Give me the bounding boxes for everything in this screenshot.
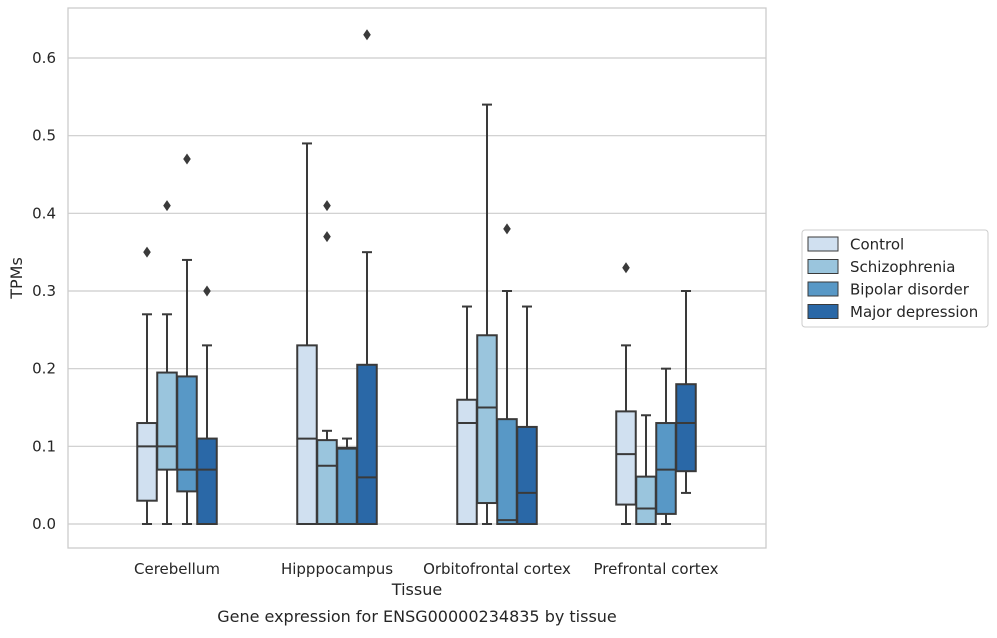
x-tick-label: Orbitofrontal cortex <box>423 560 571 578</box>
x-axis-title: Tissue <box>391 580 442 599</box>
x-tick-labels: Cerebellum Hipppocampus Orbitofrontal cort… <box>134 560 719 578</box>
boxes <box>136 29 697 526</box>
box-iqr <box>635 475 657 525</box>
box-bipolar-disorder <box>336 437 358 525</box>
y-tick-label: 0.1 <box>32 437 56 455</box>
box-iqr <box>196 437 218 526</box>
box-iqr <box>336 446 358 525</box>
box-major-depression <box>196 285 218 526</box>
outlier-marker <box>203 285 211 297</box>
box-iqr <box>136 422 158 502</box>
y-tick-label: 0.4 <box>32 204 56 222</box>
box-bipolar-disorder <box>655 367 677 525</box>
box-control <box>136 246 158 525</box>
box-bipolar-disorder <box>176 153 198 525</box>
legend-swatch <box>807 281 839 297</box>
box-iqr <box>655 422 677 515</box>
box-control <box>615 262 637 525</box>
box-major-depression <box>516 305 538 525</box>
box-iqr <box>675 383 697 473</box>
y-tick-label: 0.5 <box>32 127 56 145</box>
box-iqr <box>156 371 178 471</box>
outlier-marker <box>622 262 630 274</box>
legend-swatch <box>807 236 839 252</box>
legend-swatch <box>807 304 839 319</box>
box-iqr <box>456 398 478 526</box>
legend-swatch <box>807 259 839 274</box>
outlier-marker <box>183 153 191 165</box>
legend-label: Major depression <box>850 303 978 321</box>
box-major-depression <box>675 290 697 494</box>
legend-label: Schizophrenia <box>850 258 955 276</box>
box-iqr <box>615 410 637 506</box>
legend-label: Bipolar disorder <box>850 281 970 299</box>
outlier-marker <box>363 29 371 41</box>
box-major-depression <box>356 29 378 525</box>
box-iqr <box>316 439 338 525</box>
box-iqr <box>176 375 198 493</box>
outlier-marker <box>503 223 511 235</box>
x-tick-label: Cerebellum <box>134 560 220 578</box>
y-tick-label: 0.6 <box>32 49 56 67</box>
plot-frame <box>67 7 767 549</box>
y-tick-label: 0.3 <box>32 282 56 300</box>
box-iqr <box>476 334 498 505</box>
outlier-marker <box>163 200 171 212</box>
x-tick-label: Hipppocampus <box>281 560 393 578</box>
y-axis-title: TPMs <box>7 257 26 300</box>
legend: Control Schizophrenia Bipolar disorder Majo… <box>801 229 989 328</box>
x-tick-label: Prefrontal cortex <box>594 560 719 578</box>
outlier-marker <box>323 200 331 212</box>
box-control <box>296 142 318 525</box>
legend-frame <box>801 229 989 328</box>
box-iqr <box>356 363 378 525</box>
box-iqr <box>296 344 318 525</box>
box-iqr <box>516 425 538 525</box>
y-tick-label: 0.2 <box>32 360 56 378</box>
outlier-marker <box>143 246 151 258</box>
box-iqr <box>496 418 518 525</box>
outlier-marker <box>323 231 331 243</box>
legend-label: Control <box>850 236 904 254</box>
chart-caption: Gene expression for ENSG00000234835 by t… <box>217 607 617 626</box>
y-tick-label: 0.0 <box>32 515 56 533</box>
y-tick-labels: 0.0 0.1 0.2 0.3 0.4 0.5 0.6 <box>32 49 56 533</box>
